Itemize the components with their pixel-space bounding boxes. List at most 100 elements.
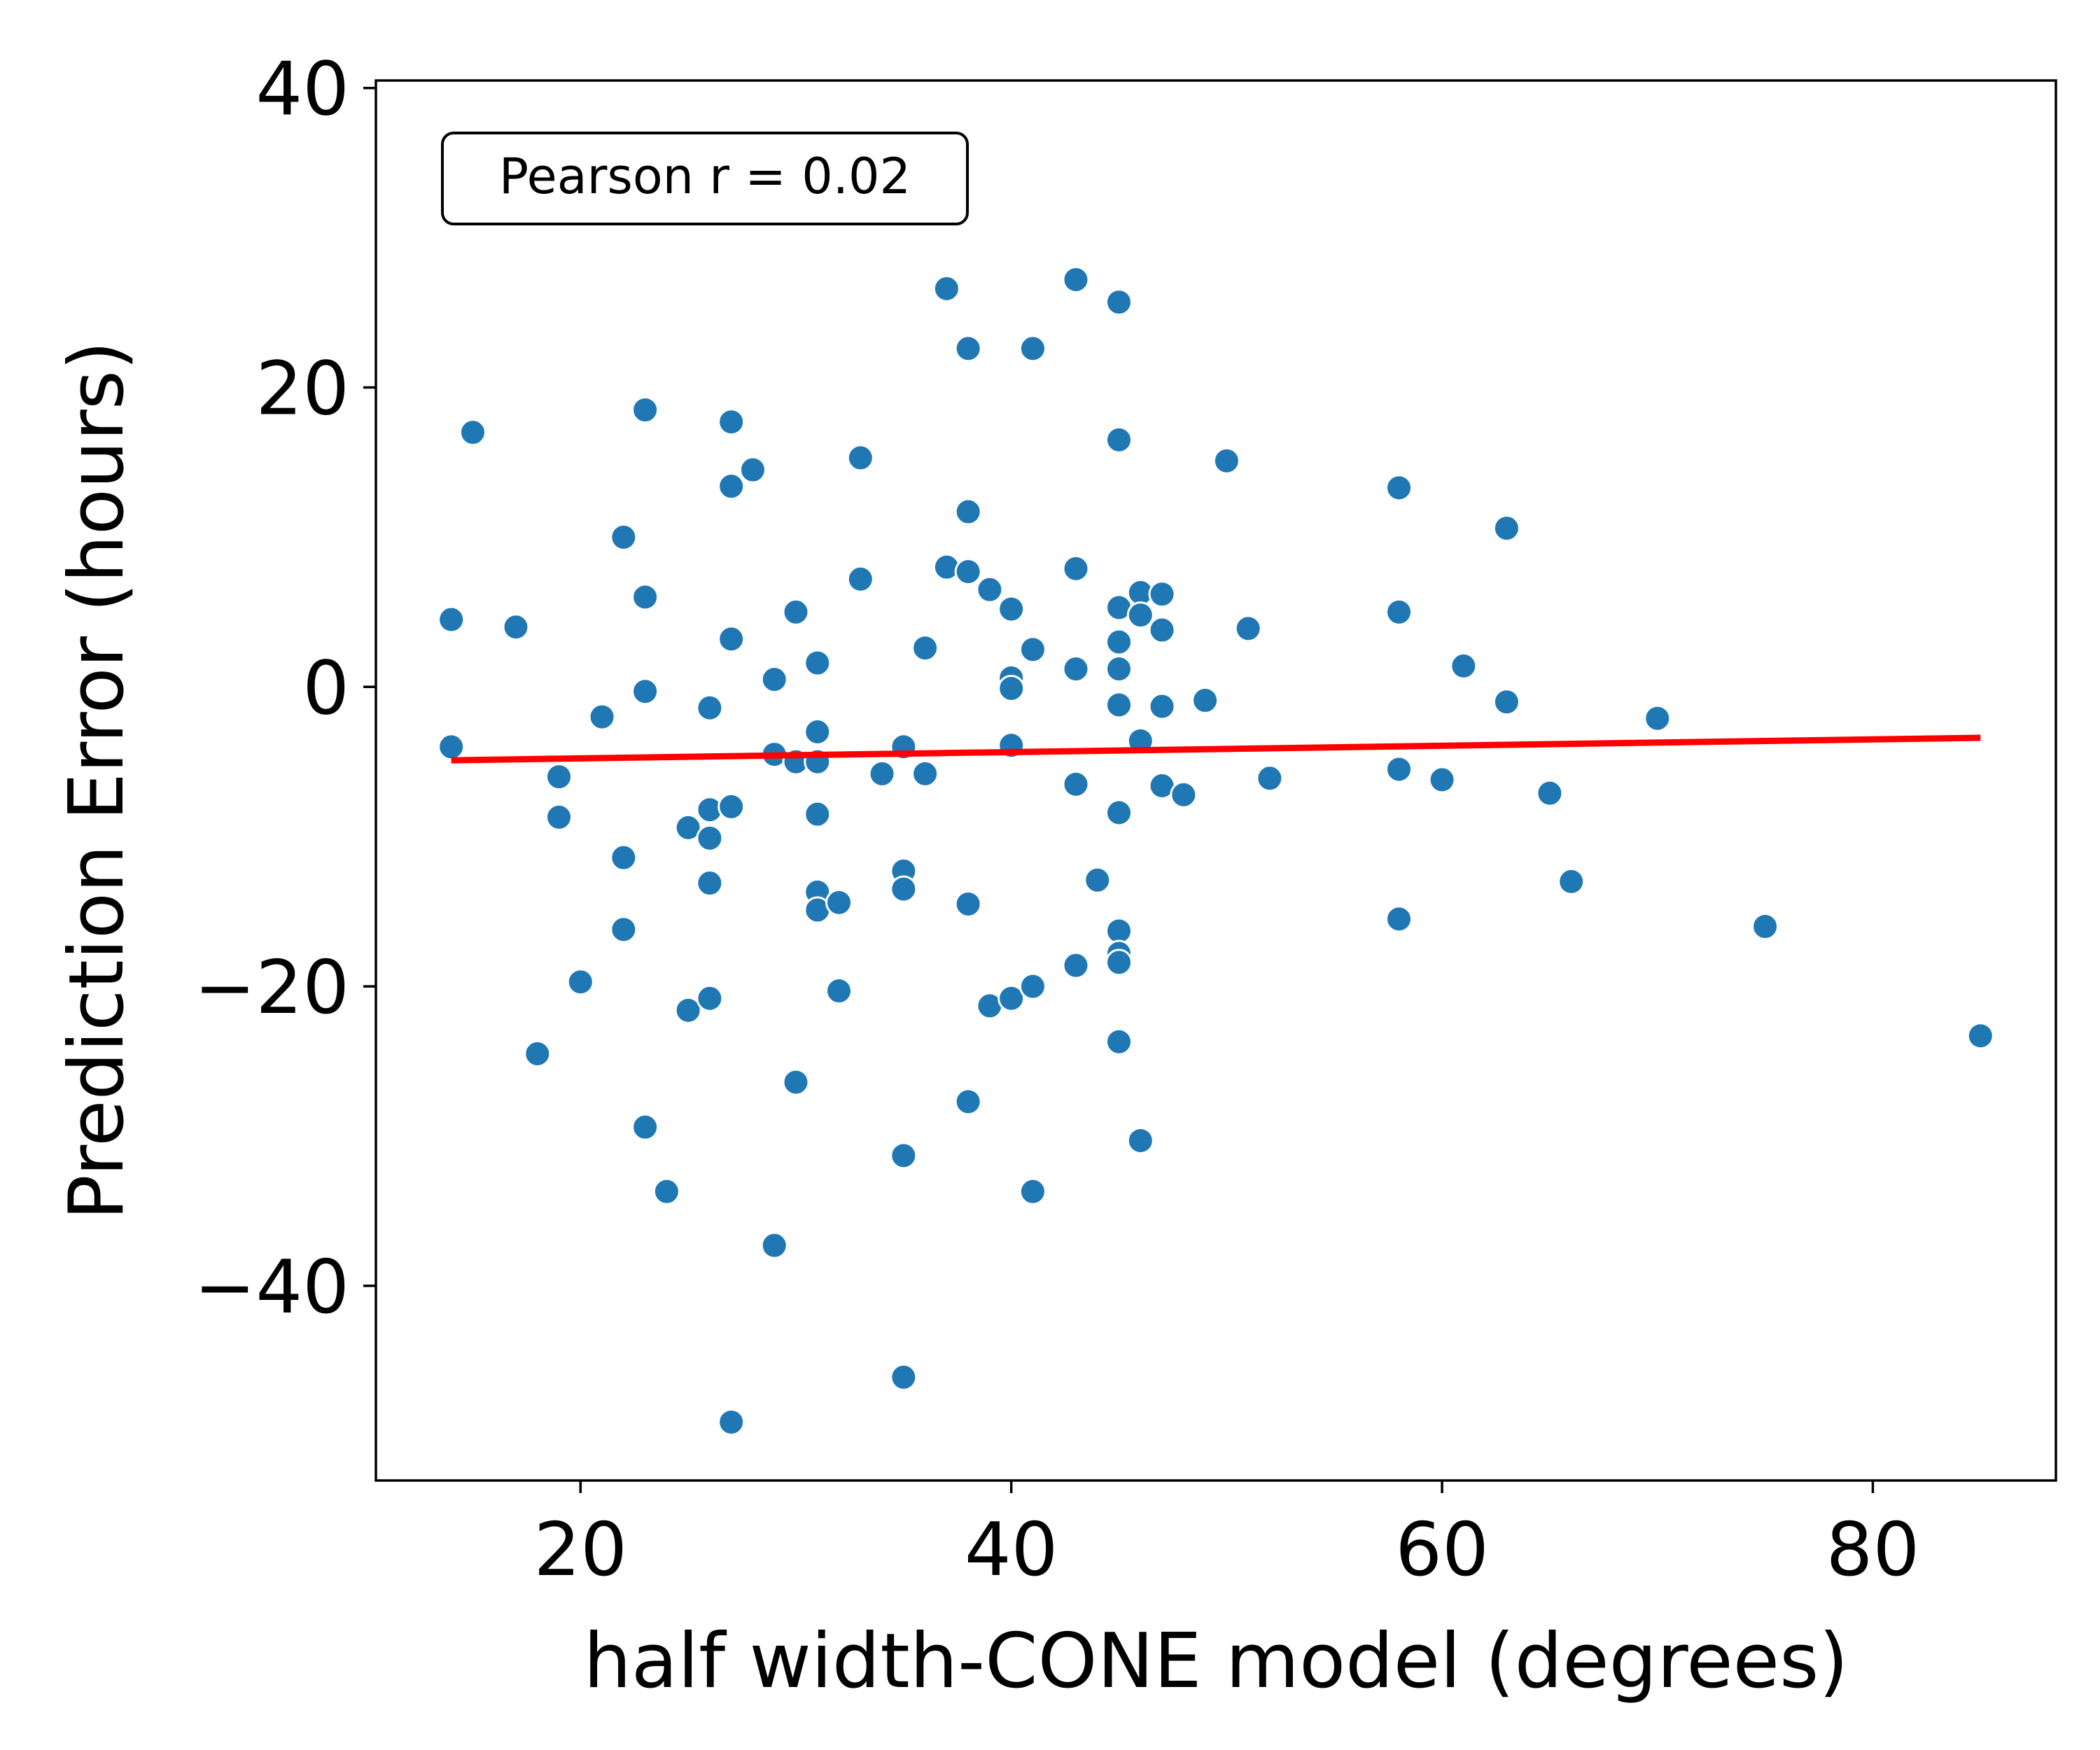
x-tick-label: 20 bbox=[534, 1507, 628, 1592]
data-point bbox=[718, 408, 746, 436]
data-point bbox=[1084, 866, 1112, 894]
data-point bbox=[674, 813, 702, 841]
y-tick-label: −20 bbox=[194, 945, 349, 1030]
data-point bbox=[1126, 601, 1154, 629]
x-axis-title: half width-CONE model (degrees) bbox=[583, 1618, 1848, 1705]
data-point bbox=[1385, 905, 1413, 933]
data-point bbox=[782, 598, 810, 626]
data-point bbox=[1234, 615, 1262, 643]
data-point bbox=[652, 1177, 680, 1205]
data-point bbox=[718, 792, 746, 820]
data-point bbox=[1966, 1022, 1994, 1050]
data-point bbox=[804, 800, 832, 828]
data-point bbox=[696, 869, 724, 897]
data-point bbox=[1018, 636, 1046, 664]
data-point bbox=[545, 763, 573, 791]
data-point bbox=[1105, 628, 1133, 656]
data-point bbox=[718, 472, 746, 500]
data-point bbox=[1062, 951, 1090, 979]
pearson-annotation: Pearson r = 0.02 bbox=[441, 132, 969, 225]
data-point bbox=[1212, 447, 1240, 475]
y-tick-label: 0 bbox=[302, 645, 349, 731]
data-point bbox=[696, 984, 724, 1012]
y-tick-label: −40 bbox=[194, 1245, 349, 1330]
data-point bbox=[1256, 764, 1284, 792]
data-point bbox=[631, 583, 659, 611]
data-point bbox=[997, 984, 1026, 1012]
annotation-box bbox=[441, 132, 969, 225]
y-axis-title: Prediction Error (hours) bbox=[53, 341, 141, 1220]
data-point bbox=[1062, 265, 1090, 293]
data-point bbox=[1018, 972, 1046, 1000]
data-point bbox=[631, 1113, 659, 1141]
data-point bbox=[1191, 687, 1219, 715]
annotation-text: Pearson r = 0.02 bbox=[499, 148, 911, 205]
data-point bbox=[954, 1088, 982, 1116]
data-point bbox=[932, 274, 960, 302]
data-point bbox=[1018, 1177, 1046, 1205]
x-axis: 20 40 60 80 bbox=[534, 1480, 1920, 1592]
data-point bbox=[825, 888, 853, 916]
y-tick-label: 20 bbox=[255, 346, 349, 432]
data-point bbox=[1062, 554, 1090, 582]
data-point bbox=[1062, 770, 1090, 798]
data-point bbox=[1385, 598, 1413, 626]
data-point bbox=[1126, 1126, 1154, 1154]
fit-line-layer bbox=[451, 734, 1981, 764]
y-axis: 40 20 0 −20 −40 bbox=[194, 47, 376, 1330]
data-point bbox=[1105, 655, 1133, 683]
x-tick-label: 40 bbox=[965, 1507, 1058, 1592]
data-point bbox=[954, 890, 982, 918]
data-point bbox=[1105, 948, 1133, 976]
data-point bbox=[1644, 704, 1672, 732]
data-point bbox=[1105, 288, 1133, 316]
data-point bbox=[890, 875, 918, 903]
data-point bbox=[976, 575, 1004, 603]
data-point bbox=[502, 613, 530, 641]
data-point bbox=[1536, 779, 1564, 807]
data-point bbox=[1450, 652, 1478, 680]
data-point bbox=[610, 916, 638, 944]
data-point bbox=[760, 666, 788, 694]
data-point bbox=[1105, 426, 1133, 454]
y-tick-label: 40 bbox=[255, 47, 349, 132]
regression-line bbox=[451, 734, 1981, 764]
data-point bbox=[804, 718, 832, 746]
data-point bbox=[738, 456, 766, 484]
data-point bbox=[438, 733, 465, 761]
data-point bbox=[1018, 335, 1046, 363]
data-point bbox=[1751, 913, 1779, 941]
data-point bbox=[1062, 655, 1090, 683]
data-point bbox=[782, 1068, 810, 1096]
data-point bbox=[911, 634, 939, 662]
data-point bbox=[890, 1363, 918, 1391]
points-layer bbox=[438, 265, 1994, 1436]
data-point bbox=[868, 760, 896, 788]
data-point bbox=[718, 1408, 746, 1436]
data-point bbox=[911, 760, 939, 788]
data-point bbox=[524, 1040, 552, 1068]
data-point bbox=[825, 977, 853, 1005]
data-point bbox=[1148, 616, 1176, 644]
data-point bbox=[631, 396, 659, 424]
data-point bbox=[846, 565, 874, 593]
data-point bbox=[954, 335, 982, 363]
data-point bbox=[718, 625, 746, 653]
x-tick-label: 80 bbox=[1826, 1507, 1920, 1592]
data-point bbox=[674, 996, 702, 1024]
data-point bbox=[610, 844, 638, 872]
data-point bbox=[1148, 580, 1176, 608]
plot-frame bbox=[374, 79, 2057, 1482]
data-point bbox=[1170, 780, 1198, 808]
data-point bbox=[631, 678, 659, 706]
data-point bbox=[1148, 692, 1176, 720]
data-point bbox=[696, 824, 724, 852]
data-point bbox=[458, 419, 486, 447]
data-point bbox=[890, 1142, 918, 1170]
data-point bbox=[997, 674, 1026, 702]
data-point bbox=[846, 444, 874, 472]
data-point bbox=[954, 498, 982, 526]
data-point bbox=[1492, 688, 1520, 716]
data-point bbox=[696, 694, 724, 722]
